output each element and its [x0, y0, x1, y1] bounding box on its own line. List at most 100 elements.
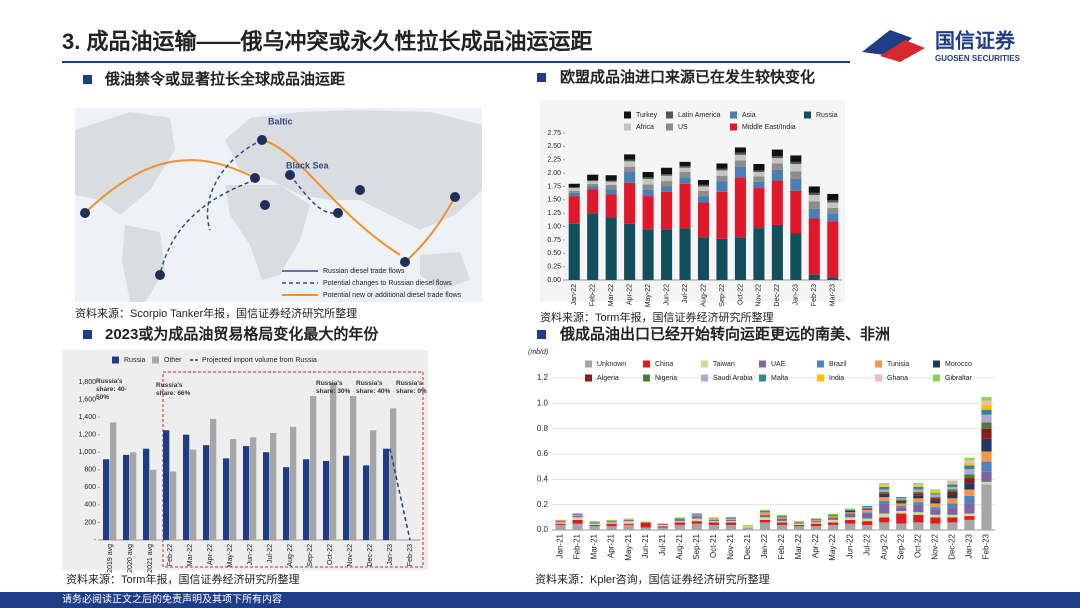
bar-segment	[572, 513, 583, 515]
bar-segment	[879, 503, 890, 514]
bar-segment	[679, 177, 691, 184]
bar-segment	[790, 161, 802, 165]
x-tick-label: Aug-22	[879, 533, 888, 559]
bar-segment	[708, 522, 719, 525]
bar-segment	[734, 160, 746, 167]
flow	[261, 139, 401, 256]
legend-label: Gibraltar	[945, 375, 973, 382]
slide-title: 3. 成品油运输——俄乌冲突或永久性拉长成品油运运距	[62, 29, 592, 54]
bar-segment	[708, 521, 719, 523]
bar-segment	[771, 158, 783, 164]
bar	[323, 461, 330, 540]
x-tick-label: Feb-22	[777, 533, 786, 559]
bar	[230, 439, 237, 540]
x-tick-label: Jun-22	[845, 533, 854, 558]
bar-segment	[555, 519, 566, 522]
bar-segment	[642, 172, 654, 178]
bullet	[83, 330, 92, 339]
bar-segment	[759, 517, 771, 520]
bar-segment	[589, 523, 600, 525]
land	[122, 225, 165, 302]
y-tick-label: 0.8	[537, 424, 549, 433]
bar-segment	[674, 519, 685, 522]
bar-segment	[624, 166, 636, 173]
land	[225, 185, 310, 280]
bar-segment	[964, 483, 975, 490]
bar-segment	[771, 169, 783, 181]
legend-label: Algeria	[597, 375, 619, 382]
x-tick-label: Mar-23	[830, 284, 837, 306]
bar-segment	[753, 188, 765, 229]
x-tick-label: 2020 avg	[127, 544, 134, 573]
bar-segment	[947, 507, 958, 515]
bar-segment	[623, 521, 634, 524]
y-tick-label: 1.50	[547, 197, 561, 204]
bar	[390, 408, 397, 540]
bar-segment	[862, 509, 873, 513]
bar-segment	[790, 178, 802, 191]
legend-label: US	[678, 124, 688, 131]
bar	[130, 452, 137, 540]
land	[225, 110, 482, 230]
x-tick-label: Dec-22	[774, 284, 781, 307]
x-tick-label: Jan-23	[965, 533, 974, 558]
legend-label: Ghana	[887, 375, 908, 382]
bar-segment	[716, 238, 728, 280]
x-tick-label: Jan-22	[571, 284, 578, 306]
bar-segment	[589, 524, 600, 527]
bar-segment	[753, 164, 765, 171]
bar-segment	[589, 521, 600, 523]
legend-label: Other	[164, 357, 182, 364]
bar-segment	[606, 523, 617, 527]
bar-segment	[674, 517, 685, 519]
land	[75, 112, 175, 215]
bar	[163, 430, 170, 540]
bar-segment	[879, 517, 890, 523]
bar-segment	[572, 514, 583, 517]
bar-segment	[640, 521, 651, 523]
bar-segment	[606, 522, 617, 524]
bar-segment	[734, 152, 746, 155]
bar-segment	[947, 503, 958, 508]
bar-segment	[790, 164, 802, 172]
bar-segment	[697, 190, 710, 197]
bar	[110, 422, 117, 540]
bar-segment	[753, 170, 765, 173]
bar-segment	[759, 511, 771, 513]
bar-segment	[913, 492, 924, 494]
legend-swatch	[875, 374, 882, 382]
bar-segment	[679, 161, 691, 167]
bar-segment	[808, 201, 820, 209]
bullet	[83, 75, 92, 84]
x-tick-label: Mar-22	[187, 544, 194, 566]
bar-segment	[759, 512, 771, 515]
x-tick-label: Sep-22	[896, 533, 905, 559]
bar-segment	[827, 277, 839, 280]
x-tick-label: Jan-23	[793, 284, 800, 306]
bar	[330, 382, 337, 540]
y-tick-label: 0.4	[537, 474, 549, 483]
bar-segment	[896, 502, 907, 504]
bar-segment	[605, 189, 617, 195]
bar-segment	[981, 409, 992, 415]
bar-segment	[896, 497, 907, 499]
bar-segment	[879, 500, 890, 504]
bar-segment	[661, 181, 673, 187]
bar-segment	[964, 460, 975, 463]
x-tick-label: Sep-22	[307, 544, 314, 567]
x-tick-label: Apr-22	[207, 544, 214, 565]
y-tick-label: 400	[84, 502, 96, 509]
flow	[84, 159, 256, 214]
bar-segment	[657, 526, 668, 528]
bar-segment	[913, 486, 924, 490]
x-tick-label: Jul-22	[862, 533, 871, 555]
x-tick-label: Feb-23	[811, 284, 818, 306]
bar-segment	[734, 177, 746, 238]
bar-segment	[862, 524, 873, 530]
bar-segment	[661, 167, 673, 175]
flow	[404, 196, 456, 263]
bar-segment	[725, 517, 737, 519]
y-tick-label: 1,200	[78, 432, 96, 439]
bar-segment	[642, 178, 654, 185]
